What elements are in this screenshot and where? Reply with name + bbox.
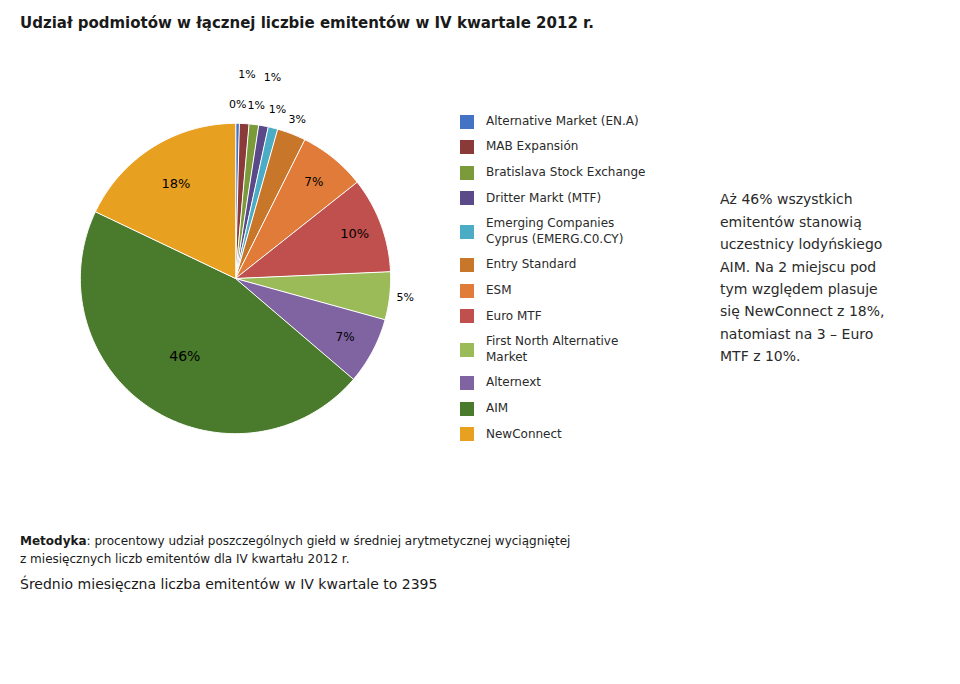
svg-text:3%: 3% bbox=[288, 113, 305, 126]
svg-text:18%: 18% bbox=[161, 176, 190, 191]
svg-text:1%: 1% bbox=[238, 68, 255, 81]
svg-text:0%: 0% bbox=[229, 98, 246, 111]
html-text:Emerging Companies Cyprus (EME: Emerging Companies Cyprus (EMERG.C0.CY) bbox=[486, 216, 624, 246]
html-text:Entry Standard: Entry Standard bbox=[486, 257, 577, 272]
html-text:First North Alternative Market: First North Alternative Market bbox=[486, 334, 619, 364]
html-text:MAB Expansión: MAB Expansión bbox=[486, 139, 579, 154]
html-text:AIM: AIM bbox=[486, 401, 509, 415]
svg-text:7%: 7% bbox=[336, 330, 355, 344]
html-text:Alternative Market (EN.A): Alternative Market (EN.A) bbox=[486, 113, 639, 128]
html-text:Euro MTF: Euro MTF bbox=[486, 308, 542, 323]
html-text:Aż 46% wszystkich emitentów st: Aż 46% wszystkich emitentów stanowią ucz… bbox=[720, 191, 885, 365]
html-text:Udział podmiotów w łącznej lic: Udział podmiotów w łącznej liczbie emite… bbox=[20, 14, 594, 32]
html-text:NewConnect: NewConnect bbox=[486, 426, 562, 441]
html-text:Alternext: Alternext bbox=[486, 375, 541, 390]
svg-text:1%: 1% bbox=[264, 71, 281, 84]
svg-text:46%: 46% bbox=[169, 348, 200, 364]
html-text:Bratislava Stock Exchange: Bratislava Stock Exchange bbox=[486, 165, 646, 179]
html-text:Dritter Markt (MTF): Dritter Markt (MTF) bbox=[486, 190, 602, 205]
html-text:Metodyka: procentowy udział po: Metodyka: procentowy udział poszczególny… bbox=[20, 534, 571, 566]
html-text:Średnio miesięczna liczba emit: Średnio miesięczna liczba emitentów w IV… bbox=[20, 576, 438, 592]
svg-text:1%: 1% bbox=[247, 99, 264, 112]
svg-text:7%: 7% bbox=[304, 175, 323, 189]
html-text:ESM: ESM bbox=[486, 283, 512, 297]
svg-text:1%: 1% bbox=[269, 103, 286, 116]
svg-text:10%: 10% bbox=[340, 226, 369, 241]
svg-text:5%: 5% bbox=[396, 291, 413, 304]
